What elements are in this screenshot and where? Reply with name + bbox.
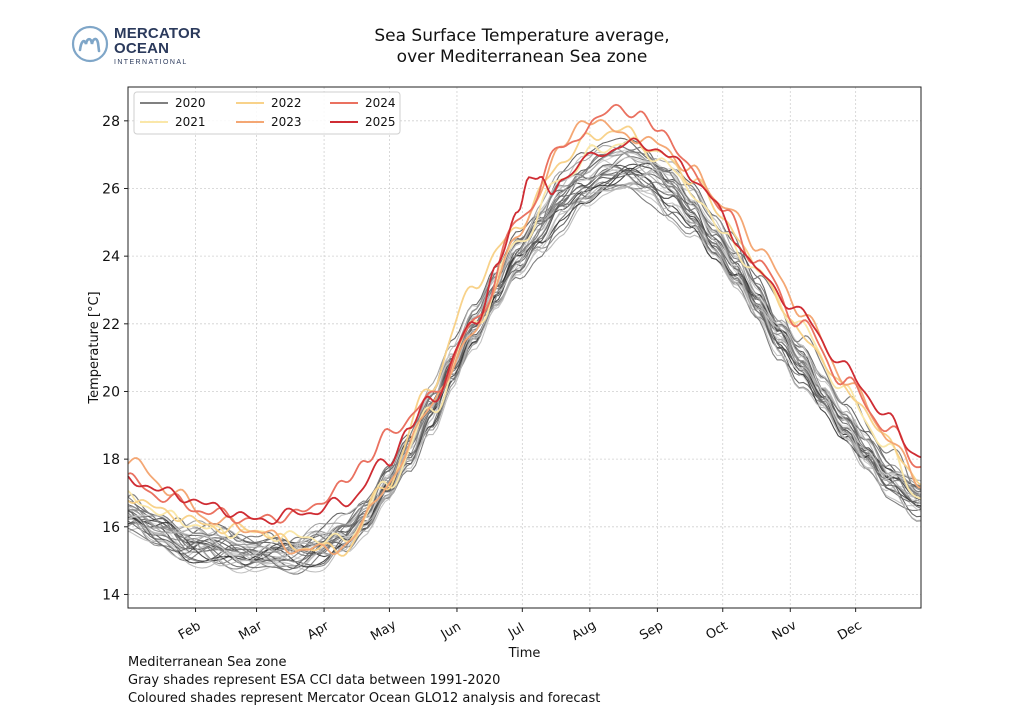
climatology-year-line	[127, 151, 922, 563]
climatology-year-line	[127, 156, 922, 561]
legend-label-2020: 2020	[175, 96, 206, 110]
logo-wordmark: MERCATOR OCEAN INTERNATIONAL	[114, 26, 201, 66]
chart-title: Sea Surface Temperature average, over Me…	[300, 26, 744, 68]
series-lines	[127, 103, 922, 557]
logo-line1: MERCATOR	[114, 25, 201, 42]
footer-line3: Coloured shades represent Mercator Ocean…	[128, 691, 601, 706]
x-axis: Feb Mar Apr May Jun Jul Aug Sep Oct Nov Dec	[176, 608, 865, 645]
climatology-year-line	[127, 185, 922, 573]
climatology-year-line	[127, 171, 922, 567]
series-line-2023	[127, 118, 922, 556]
y-tick-label: 20	[102, 384, 120, 400]
climatology-year-line	[127, 156, 922, 562]
y-tick-label: 14	[102, 587, 120, 603]
x-tick-label: Aug	[569, 618, 598, 644]
series-line-2021	[127, 136, 922, 545]
footer-notes: Mediterranean Sea zone Gray shades repre…	[128, 654, 600, 708]
series-line-2025	[127, 137, 922, 525]
climatology-year-line	[127, 181, 922, 573]
y-tick-label: 24	[102, 249, 120, 265]
climatology-lines	[127, 137, 922, 575]
legend-label-2021: 2021	[175, 115, 206, 129]
grid	[128, 87, 921, 608]
x-tick-label: Dec	[835, 618, 864, 644]
climatology-year-line	[127, 137, 922, 552]
x-tick-label: Apr	[305, 619, 333, 644]
y-tick-label: 28	[102, 114, 120, 130]
y-tick-label: 22	[102, 317, 120, 333]
legend-box	[133, 91, 401, 135]
climatology-year-line	[127, 149, 922, 560]
legend-label-2024: 2024	[365, 96, 396, 110]
x-tick-label: Nov	[770, 618, 800, 644]
series-line-2020	[127, 146, 922, 547]
y-tick-label: 26	[102, 181, 120, 197]
x-tick-label: Jul	[505, 621, 527, 642]
mercator-m-icon	[71, 25, 109, 63]
logo: MERCATOR OCEAN INTERNATIONAL	[70, 24, 210, 70]
climatology-year-line	[128, 144, 922, 554]
x-tick-label: Feb	[176, 619, 203, 644]
chart-title-line1: Sea Surface Temperature average,	[374, 26, 670, 46]
legend-label-2025: 2025	[365, 115, 396, 129]
logo-line2: OCEAN	[114, 40, 170, 57]
climatology-year-line	[127, 159, 922, 561]
x-tick-label: Oct	[704, 619, 731, 643]
plot-frame	[127, 86, 922, 609]
climatology-year-line	[127, 163, 922, 571]
x-tick-label: Mar	[236, 618, 265, 644]
chart-title-line2: over Mediterranean Sea zone	[396, 47, 648, 67]
y-tick-label: 16	[102, 520, 120, 536]
x-tick-label: May	[368, 618, 399, 645]
x-tick-label: Jun	[438, 619, 464, 643]
series-line-2024	[127, 103, 922, 525]
footer-line2: Gray shades represent ESA CCI data betwe…	[128, 673, 501, 688]
x-tick-label: Sep	[637, 618, 666, 643]
footer-line1: Mediterranean Sea zone	[128, 655, 287, 670]
legend-label-2022: 2022	[271, 96, 302, 110]
x-axis-label: Time	[508, 646, 541, 661]
y-axis: 14 16 18 20 22 24 26 28	[102, 114, 128, 603]
climatology-year-line	[127, 151, 922, 555]
logo-line3: INTERNATIONAL	[114, 59, 188, 66]
legend: 2020 2021 2022 2023 2024 2025	[133, 91, 401, 135]
y-axis-label: Temperature [°C]	[87, 291, 102, 404]
legend-label-2023: 2023	[271, 115, 302, 129]
y-tick-label: 18	[102, 452, 120, 468]
climatology-year-line	[127, 173, 922, 566]
